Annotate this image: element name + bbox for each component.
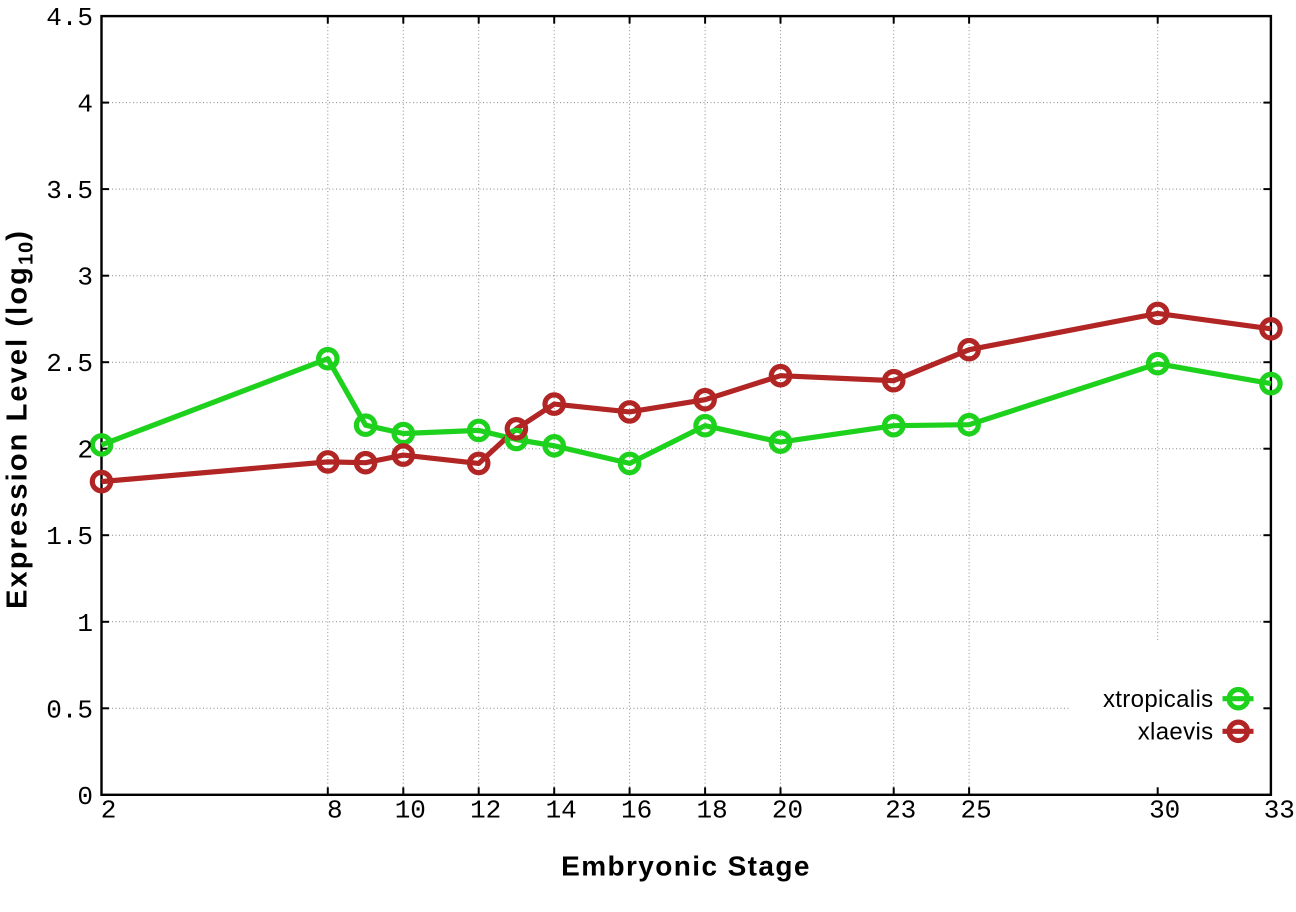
svg-text:3: 3 (77, 263, 93, 293)
svg-text:14: 14 (546, 796, 577, 826)
svg-text:8: 8 (327, 796, 343, 826)
svg-text:18: 18 (696, 796, 727, 826)
svg-text:20: 20 (772, 796, 803, 826)
svg-text:xlaevis: xlaevis (1138, 718, 1214, 745)
svg-text:3.5: 3.5 (46, 176, 93, 206)
svg-text:30: 30 (1149, 796, 1180, 826)
svg-text:4.5: 4.5 (46, 3, 93, 33)
svg-text:Expression Level (log10): Expression Level (log10) (2, 231, 38, 609)
svg-text:2: 2 (101, 796, 117, 826)
svg-text:23: 23 (885, 796, 916, 826)
svg-text:Embryonic Stage: Embryonic Stage (561, 851, 811, 882)
svg-text:12: 12 (470, 796, 501, 826)
svg-text:4: 4 (77, 90, 93, 120)
svg-text:2: 2 (77, 436, 93, 466)
svg-text:0.5: 0.5 (46, 695, 93, 725)
svg-text:xtropicalis: xtropicalis (1103, 686, 1214, 713)
svg-text:1: 1 (77, 609, 93, 639)
svg-text:16: 16 (621, 796, 652, 826)
svg-text:0: 0 (77, 782, 93, 812)
svg-text:2.5: 2.5 (46, 349, 93, 379)
svg-text:25: 25 (960, 796, 991, 826)
svg-text:1.5: 1.5 (46, 522, 93, 552)
svg-text:10: 10 (395, 796, 426, 826)
svg-text:33: 33 (1264, 796, 1295, 826)
